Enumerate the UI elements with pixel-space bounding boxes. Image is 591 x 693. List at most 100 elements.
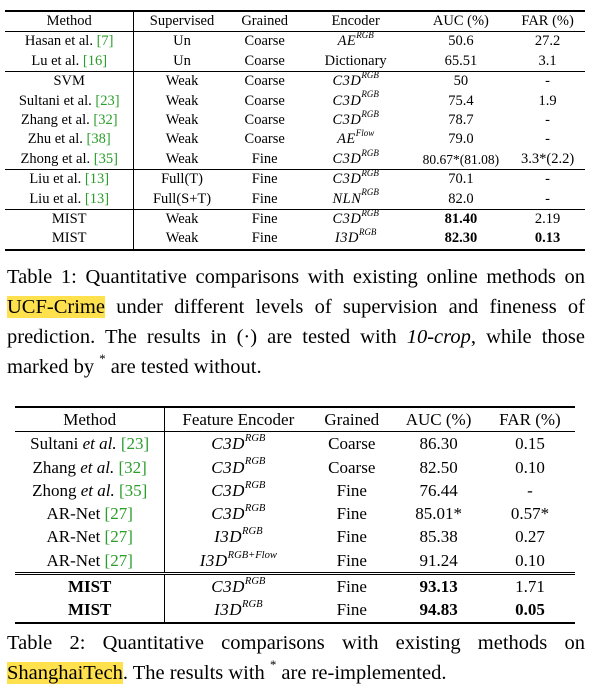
table-row: Liu et al. [13] Full(T) Fine C3DRGB 70.1… — [5, 169, 585, 190]
auc-cell: 82.0 — [448, 190, 474, 207]
supervision-cell: Full(S+T) — [152, 190, 212, 207]
table-row: MIST Weak Fine I3DRGB 82.30 0.13 — [5, 228, 585, 251]
method-cell: Zhong et al. [35] — [15, 478, 166, 503]
method-cell: Zhu et al. [38] — [5, 130, 135, 150]
grained-cell: Fine — [229, 209, 300, 230]
auc-cell: 76.44 — [419, 480, 458, 500]
far-cell: - — [545, 190, 551, 207]
method-cell: MIST — [5, 209, 135, 230]
encoder-cell: AERGB — [299, 31, 412, 52]
encoder-cell: C3DRGB — [299, 169, 412, 190]
encoder-cell: AEFlow — [337, 128, 375, 148]
supervision-cell: Un — [173, 52, 191, 69]
far-cell: 1.71 — [484, 572, 575, 599]
t1-header-auc: AUC (%) — [411, 10, 511, 32]
table-row: MIST C3DRGB Fine 93.13 1.71 — [15, 572, 575, 599]
far-cell: 0.57* — [510, 504, 550, 524]
method-cell: Zhang et al. [32] — [5, 111, 135, 131]
t2-header-far: FAR (%) — [484, 406, 575, 432]
auc-cell: 75.4 — [448, 92, 474, 109]
table-row: Hasan et al. [7] Un Coarse AERGB 50.6 27… — [5, 31, 585, 52]
auc-cell: 85.01* — [415, 504, 462, 524]
method-cell: Hasan et al. [7] — [5, 31, 135, 52]
t2-header-grained: Grained — [311, 406, 393, 432]
table-row: SVM Weak Coarse C3DRGB 50 - — [5, 71, 585, 92]
table-row: MIST Weak Fine C3DRGB 81.40 2.19 — [5, 208, 585, 230]
grained-cell: Fine — [229, 229, 300, 251]
grained-cell: Coarse — [244, 52, 285, 69]
encoder-cell: I3DRGB+Flow — [199, 549, 277, 570]
auc-cell: 94.83 — [392, 598, 485, 624]
method-cell: MIST — [15, 598, 166, 624]
far-cell: - — [510, 71, 585, 92]
encoder-cell: C3DRGB — [332, 89, 379, 109]
method-cell: Zhong et al. [35] — [5, 149, 135, 170]
supervision-cell: Weak — [165, 92, 199, 109]
grained-cell: Coarse — [244, 92, 285, 109]
grained-cell: Coarse — [244, 131, 285, 148]
auc-cell: 86.30 — [392, 431, 485, 456]
auc-cell: 91.24 — [419, 550, 458, 570]
far-cell: 0.10 — [515, 550, 545, 570]
table-row: Zhong et al. [35] Weak Fine C3DRGB 80.67… — [5, 148, 585, 170]
supervision-cell: Weak — [165, 131, 199, 148]
grained-cell: Fine — [229, 169, 300, 190]
encoder-cell: Dictionary — [324, 52, 387, 69]
grained-cell: Fine — [336, 550, 367, 570]
t1-header-grained: Grained — [229, 10, 300, 32]
auc-cell: 82.30 — [411, 229, 511, 251]
far-cell: 0.10 — [515, 457, 545, 477]
encoder-cell: C3DRGB — [211, 502, 266, 524]
grained-cell: Fine — [336, 504, 367, 524]
supervision-cell: Weak — [165, 112, 199, 129]
table-row: AR-Net [27] I3DRGB+Flow Fine 91.24 0.10 — [15, 548, 575, 574]
far-cell: 0.13 — [510, 229, 585, 251]
t2-header-method: Method — [15, 406, 166, 432]
grained-cell: Fine — [251, 150, 278, 167]
auc-cell: 78.7 — [448, 112, 474, 129]
method-cell: Liu et al. [13] — [5, 189, 135, 210]
grained-cell: Coarse — [244, 112, 285, 129]
table-1-caption: Table 1: Quantitative comparisons with e… — [7, 266, 585, 378]
far-cell: 0.15 — [484, 431, 575, 456]
grained-cell: Fine — [336, 527, 367, 547]
encoder-cell: I3DRGB — [214, 526, 263, 547]
table-row: Sultani et al. [23] C3DRGB Coarse 86.30 … — [15, 431, 575, 456]
table-row: Zhu et al. [38] Weak Coarse AEFlow 79.0 … — [5, 128, 585, 150]
method-cell: Sultani et al. [23] — [5, 91, 135, 112]
grained-cell: Fine — [251, 190, 278, 207]
encoder-cell: C3DRGB — [164, 431, 312, 456]
encoder-cell: C3DRGB — [299, 208, 412, 230]
table-row: Zhang et al. [32] C3DRGB Coarse 82.50 0.… — [15, 455, 575, 479]
far-cell: 0.05 — [484, 598, 575, 624]
table-2-caption: Table 2: Quantitative comparisons with e… — [7, 632, 585, 684]
supervision-cell: Un — [133, 31, 230, 52]
table-row: Sultani et al. [23] Weak Coarse C3DRGB 7… — [5, 89, 585, 112]
method-cell: AR-Net [27] — [15, 502, 166, 526]
grained-cell: Fine — [311, 572, 393, 599]
encoder-cell: C3DRGB — [211, 479, 266, 500]
table-row: Lu et al. [16] Un Coarse Dictionary 65.5… — [5, 51, 585, 72]
auc-cell: 82.50 — [419, 457, 458, 477]
t2-header-encoder: Feature Encoder — [164, 406, 312, 432]
far-cell: 3.1 — [538, 52, 557, 69]
dataset-highlight: ShanghaiTech — [7, 662, 123, 684]
encoder-cell: I3DRGB — [299, 228, 412, 251]
method-cell: SVM — [5, 71, 135, 92]
far-cell: - — [527, 480, 533, 500]
method-cell: Sultani et al. [23] — [15, 431, 166, 456]
far-cell: - — [545, 131, 551, 148]
grained-cell: Coarse — [229, 71, 300, 92]
t1-header-encoder: Encoder — [299, 10, 412, 32]
auc-cell: 50 — [411, 71, 511, 92]
far-cell: - — [545, 112, 551, 129]
grained-cell: Coarse — [311, 431, 393, 456]
supervision-cell: Weak — [133, 71, 230, 92]
auc-cell: 80.67*(81.08) — [422, 151, 500, 167]
supervision-cell: Weak — [133, 209, 230, 230]
encoder-cell: C3DRGB — [164, 572, 312, 599]
method-cell: Zhang et al. [32] — [15, 455, 166, 479]
auc-cell: 85.38 — [419, 527, 458, 547]
dataset-highlight: UCF-Crime — [7, 296, 105, 318]
encoder-cell: C3DRGB — [299, 71, 412, 92]
